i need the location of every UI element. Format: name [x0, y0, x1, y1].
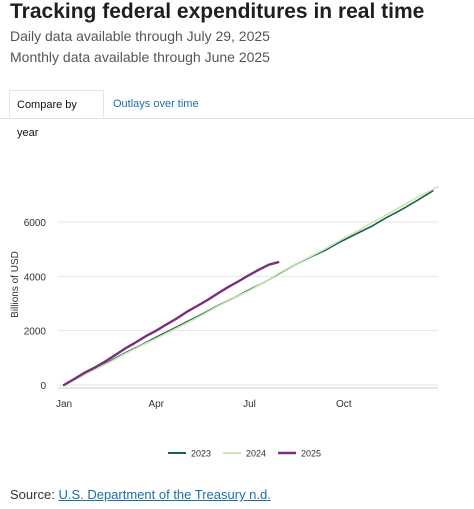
x-tick-label: Apr: [148, 399, 164, 410]
y-tick-label: 2000: [24, 327, 47, 338]
y-tick-label: 0: [40, 381, 46, 392]
y-axis-label: Billions of USD: [10, 251, 21, 318]
legend-label-2023: 2023: [191, 449, 211, 459]
tab-outlays-over-time[interactable]: Outlays over time: [113, 98, 199, 110]
legend-label-2024: 2024: [246, 449, 266, 459]
y-tick-label: 4000: [24, 272, 47, 283]
page-title: Tracking federal expenditures in real ti…: [10, 0, 425, 23]
expenditures-chart: 0 2000 4000 6000 Jan Apr Jul Oct Billions of USD…: [10, 185, 439, 459]
subtitle-daily: Daily data available through July 29, 20…: [10, 28, 270, 44]
series-line-2025: [62, 260, 280, 387]
source-prefix: Source:: [10, 487, 55, 502]
x-tick-label: Jan: [56, 399, 72, 410]
subtitle-monthly: Monthly data available through June 2025: [10, 49, 270, 65]
tab-compare-by-year[interactable]: Compare by year: [9, 90, 104, 139]
source-note: Source: U.S. Department of the Treasury …: [10, 487, 271, 502]
x-tick-label: Oct: [336, 399, 352, 410]
series-line-2024: [63, 185, 439, 386]
tab-bar: Compare by year Outlays over time: [0, 90, 474, 139]
x-tick-label: Jul: [243, 399, 256, 410]
legend-label-2025: 2025: [301, 449, 321, 459]
y-tick-label: 6000: [24, 218, 47, 229]
source-link[interactable]: U.S. Department of the Treasury n.d.: [58, 487, 271, 502]
